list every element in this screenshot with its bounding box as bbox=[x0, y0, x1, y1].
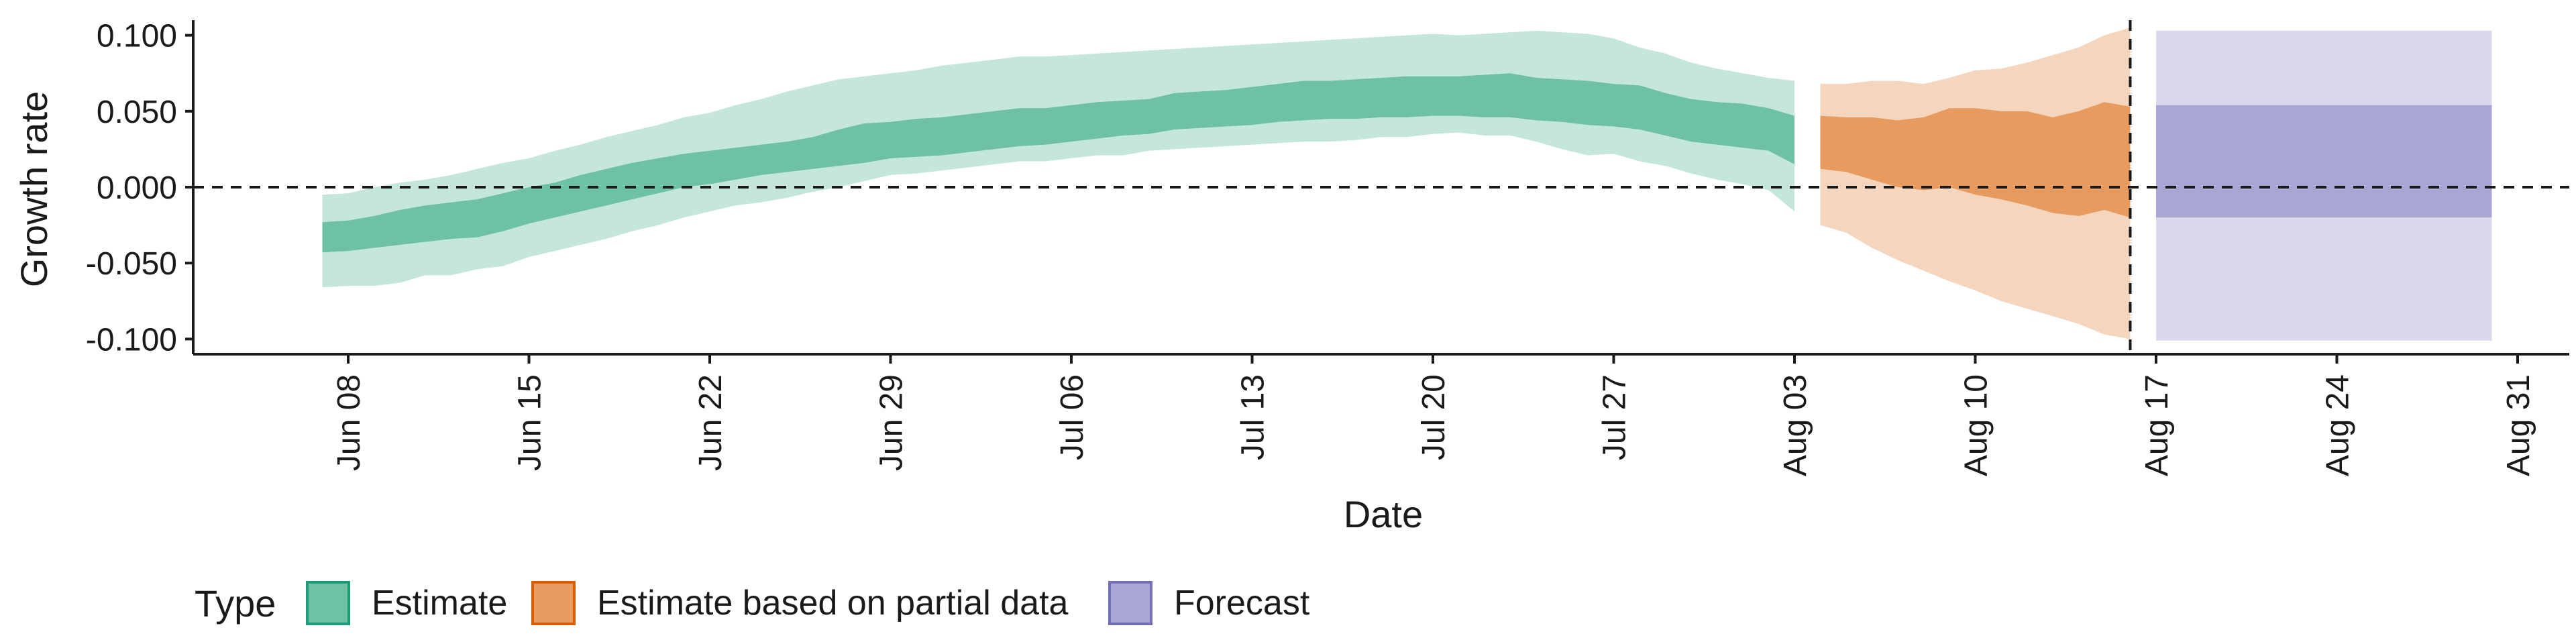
x-tick-label: Aug 03 bbox=[1778, 374, 1813, 476]
x-tick-label: Jul 13 bbox=[1236, 374, 1271, 460]
x-tick-label: Aug 31 bbox=[2501, 374, 2536, 476]
estimate-based-on-partial-data-band-50 bbox=[1820, 102, 2131, 218]
x-tick-label: Jul 27 bbox=[1597, 374, 1633, 460]
x-tick-label: Jun 08 bbox=[331, 374, 367, 471]
y-ticks: 0.100 0.050 0.000 -0.050 -0.100 bbox=[86, 19, 193, 358]
x-tick-label: Jun 15 bbox=[513, 374, 548, 471]
bands-layer bbox=[322, 28, 2492, 341]
x-axis-label: Date bbox=[1344, 493, 1423, 535]
y-tick-label: -0.100 bbox=[86, 322, 177, 358]
y-tick-label: 0.050 bbox=[97, 95, 177, 130]
x-tick-label: Jun 29 bbox=[874, 374, 910, 471]
x-ticks: Jun 08 Jun 15 Jun 22 Jun 29 Jul 06 Jul 13 Jul … bbox=[331, 354, 2536, 476]
legend-label: Estimate based on partial data bbox=[597, 584, 1069, 623]
x-tick-label: Aug 10 bbox=[1959, 374, 1994, 476]
y-tick-label: -0.050 bbox=[86, 246, 177, 282]
x-tick-label: Jul 06 bbox=[1055, 374, 1090, 460]
estimate-band-90 bbox=[322, 30, 1794, 288]
legend-title: Type bbox=[195, 582, 276, 625]
legend-label: Forecast bbox=[1174, 584, 1310, 623]
x-tick-label: Aug 17 bbox=[2139, 374, 2175, 476]
axes-layer: 0.100 0.050 0.000 -0.050 -0.100 Jun 08 Jun 15… bbox=[86, 19, 2569, 476]
forecast-band-50 bbox=[2156, 105, 2492, 218]
legend: Type Estimate Estimate based on partial d… bbox=[195, 581, 1310, 625]
y-tick-label: 0.100 bbox=[97, 19, 177, 54]
x-tick-label: Aug 24 bbox=[2320, 374, 2356, 476]
legend-swatch bbox=[306, 581, 350, 625]
legend-swatch bbox=[1108, 581, 1152, 625]
x-tick-label: Jul 20 bbox=[1416, 374, 1452, 460]
legend-swatch bbox=[531, 581, 576, 625]
estimate-band-50 bbox=[322, 73, 1794, 253]
reference-lines bbox=[193, 20, 2569, 354]
y-tick-label: 0.000 bbox=[97, 170, 177, 206]
legend-label: Estimate bbox=[372, 584, 507, 623]
y-axis-label: Growth rate bbox=[13, 91, 55, 288]
x-tick-label: Jun 22 bbox=[693, 374, 729, 471]
